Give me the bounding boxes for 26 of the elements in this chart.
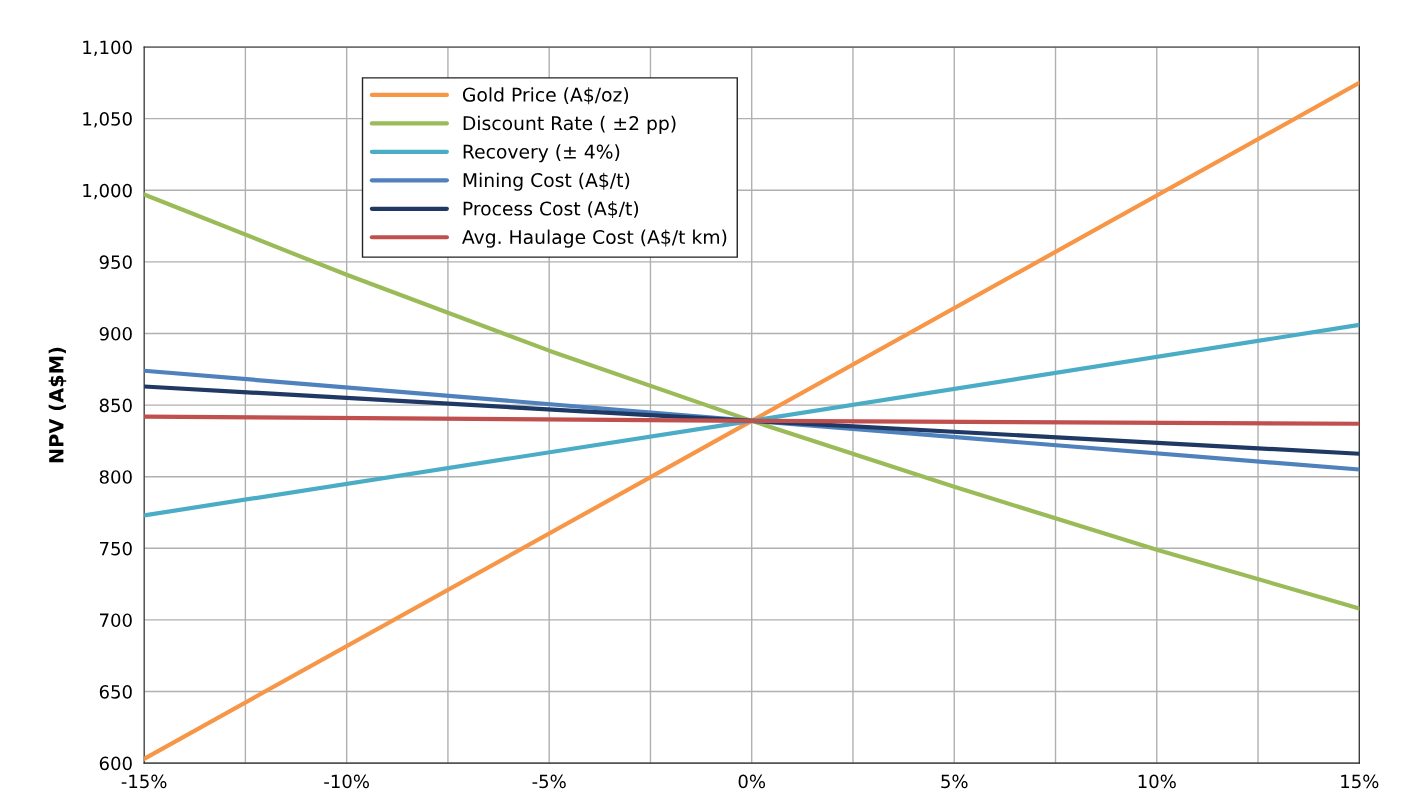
y-tick-label: 800 xyxy=(99,470,132,484)
y-tick-label: 650 xyxy=(99,685,132,699)
y-tick-label: 900 xyxy=(99,326,132,341)
x-tick-label: -5% xyxy=(532,774,566,789)
y-tick-label: 1,000 xyxy=(83,183,132,200)
legend-label: Avg. Haulage Cost (A$/t km) xyxy=(462,229,727,248)
y-axis-title: NPV (A$M) xyxy=(48,347,67,463)
y-tick-label: 850 xyxy=(99,398,132,413)
y-tick-label: 750 xyxy=(100,541,132,556)
legend-label: Gold Price (A$/oz) xyxy=(462,87,629,105)
y-tick-label: 1,050 xyxy=(83,112,132,128)
x-tick-label: -15% xyxy=(121,774,167,789)
y-tick-label: 600 xyxy=(99,756,132,771)
legend-label: Process Cost (A$/t) xyxy=(463,201,639,219)
x-tick-label: 5% xyxy=(941,774,968,789)
x-tick-label: -10% xyxy=(324,774,369,789)
x-tick-label: 15% xyxy=(1341,774,1379,789)
y-tick-label: 700 xyxy=(100,613,132,628)
x-tick-label: 10% xyxy=(1138,774,1176,789)
legend-label: Recovery (± 4%) xyxy=(463,144,620,163)
legend-label: Discount Rate ( ±2 pp) xyxy=(463,115,676,134)
y-tick-label: 1,100 xyxy=(83,40,132,56)
legend-label: Mining Cost (A$/t) xyxy=(463,172,630,191)
line-series xyxy=(144,192,1360,611)
x-tick-label: 0% xyxy=(738,774,766,789)
y-tick-label: 950 xyxy=(99,255,132,269)
